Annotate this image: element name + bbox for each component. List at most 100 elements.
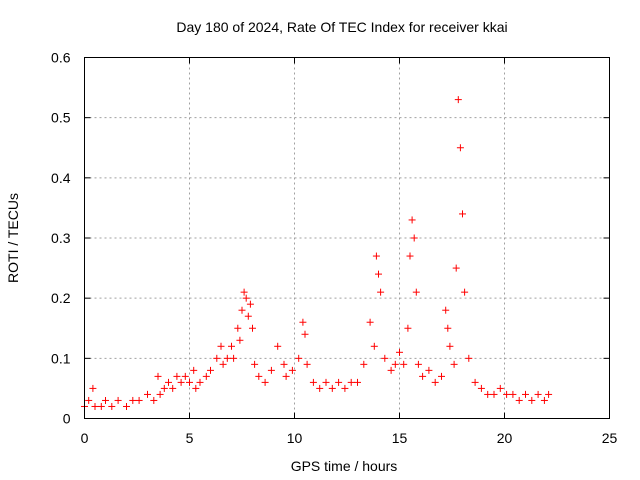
data-point <box>370 342 378 350</box>
data-points <box>81 96 553 410</box>
data-point <box>490 390 498 398</box>
data-point <box>240 288 248 296</box>
data-point <box>425 366 433 374</box>
data-point <box>295 354 303 362</box>
x-tick-label: 5 <box>186 430 194 446</box>
data-point <box>169 384 177 392</box>
data-point <box>177 378 185 386</box>
data-point <box>154 372 162 380</box>
data-point <box>438 372 445 380</box>
data-point <box>274 342 282 350</box>
data-point <box>173 372 181 380</box>
data-point <box>246 300 254 308</box>
data-point <box>223 354 231 362</box>
data-point <box>156 390 164 398</box>
data-point <box>181 372 189 380</box>
data-point <box>91 402 99 410</box>
data-point <box>396 348 403 356</box>
data-point <box>192 384 200 392</box>
data-point <box>108 402 116 410</box>
data-point <box>255 372 263 380</box>
data-point <box>477 384 485 392</box>
y-tick-label: 0.3 <box>51 230 71 246</box>
y-tick-label: 0.2 <box>51 290 71 306</box>
data-point <box>410 234 418 242</box>
data-point <box>509 390 517 398</box>
data-point <box>419 372 427 380</box>
data-point <box>219 360 227 368</box>
data-point <box>354 378 361 386</box>
data-point <box>515 396 523 404</box>
data-point <box>85 396 93 404</box>
grid-lines <box>84 57 610 419</box>
data-point <box>322 378 330 386</box>
data-point <box>280 360 288 368</box>
data-point <box>452 264 460 272</box>
data-point <box>160 384 168 392</box>
data-point <box>414 360 422 368</box>
data-point <box>377 288 385 296</box>
data-point <box>442 306 450 314</box>
data-point <box>446 342 454 350</box>
data-point <box>299 318 307 326</box>
data-point <box>540 396 548 404</box>
data-point <box>261 378 269 386</box>
data-point <box>89 384 97 392</box>
data-point <box>347 378 355 386</box>
data-point <box>366 318 374 326</box>
x-tick-label: 15 <box>392 430 408 446</box>
data-point <box>372 252 380 260</box>
data-point <box>97 402 105 410</box>
x-tick-label: 0 <box>81 430 89 446</box>
data-point <box>288 366 296 374</box>
data-point <box>545 390 553 398</box>
data-point <box>461 288 469 296</box>
data-point <box>406 252 414 260</box>
data-point <box>202 372 210 380</box>
data-point <box>238 306 246 314</box>
data-point <box>316 384 324 392</box>
data-point <box>244 312 252 320</box>
data-point <box>213 354 221 362</box>
data-point <box>236 336 244 344</box>
data-point <box>450 360 458 368</box>
data-point <box>528 396 536 404</box>
data-point <box>165 378 172 386</box>
y-axis: 0 0.1 0.2 0.3 0.4 0.5 0.6 <box>51 50 610 427</box>
data-point <box>328 384 336 392</box>
data-point <box>207 366 214 374</box>
x-tick-label: 10 <box>287 430 303 446</box>
data-point <box>465 354 473 362</box>
data-point <box>381 354 389 362</box>
y-tick-label: 0.5 <box>51 110 71 126</box>
x-tick-label: 25 <box>602 430 618 446</box>
data-point <box>196 378 204 386</box>
data-point <box>190 366 198 374</box>
data-point <box>217 342 225 350</box>
data-point <box>234 324 242 332</box>
x-axis: 0 5 10 15 20 25 <box>81 57 618 446</box>
data-point <box>400 360 408 368</box>
data-point <box>114 396 122 404</box>
data-point <box>123 402 130 410</box>
data-point <box>144 390 151 398</box>
data-point <box>102 396 109 404</box>
data-point <box>335 378 343 386</box>
data-point <box>534 390 542 398</box>
data-point <box>391 360 399 368</box>
data-point <box>301 330 309 338</box>
data-point <box>309 378 317 386</box>
data-point <box>456 144 464 152</box>
data-point <box>360 360 368 368</box>
y-tick-label: 0.1 <box>51 350 71 366</box>
data-point <box>186 378 193 386</box>
chart-title: Day 180 of 2024, Rate Of TEC Index for r… <box>176 19 507 35</box>
data-point <box>444 324 452 332</box>
data-point <box>522 390 529 398</box>
data-point <box>375 270 382 278</box>
data-point <box>230 354 238 362</box>
y-tick-label: 0.4 <box>51 170 71 186</box>
y-axis-label: ROTI / TECUs <box>5 193 21 283</box>
data-point <box>249 324 256 332</box>
